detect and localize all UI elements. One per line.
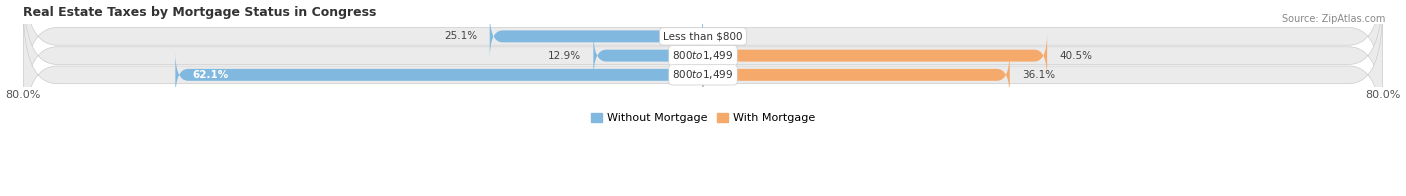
FancyBboxPatch shape <box>24 0 1382 124</box>
FancyBboxPatch shape <box>489 14 703 59</box>
FancyBboxPatch shape <box>24 7 1382 143</box>
Text: 25.1%: 25.1% <box>444 31 477 41</box>
FancyBboxPatch shape <box>24 0 1382 104</box>
Text: $800 to $1,499: $800 to $1,499 <box>672 68 734 81</box>
Text: 36.1%: 36.1% <box>1022 70 1056 80</box>
FancyBboxPatch shape <box>703 33 1047 78</box>
Text: 62.1%: 62.1% <box>193 70 229 80</box>
FancyBboxPatch shape <box>176 52 703 98</box>
Text: 40.5%: 40.5% <box>1060 51 1092 61</box>
Text: Less than $800: Less than $800 <box>664 31 742 41</box>
Text: 0.0%: 0.0% <box>716 31 742 41</box>
Text: $800 to $1,499: $800 to $1,499 <box>672 49 734 62</box>
Legend: Without Mortgage, With Mortgage: Without Mortgage, With Mortgage <box>586 108 820 127</box>
FancyBboxPatch shape <box>593 33 703 78</box>
FancyBboxPatch shape <box>703 52 1010 98</box>
Text: Source: ZipAtlas.com: Source: ZipAtlas.com <box>1281 14 1385 24</box>
Text: Real Estate Taxes by Mortgage Status in Congress: Real Estate Taxes by Mortgage Status in … <box>24 5 377 19</box>
Text: 12.9%: 12.9% <box>547 51 581 61</box>
